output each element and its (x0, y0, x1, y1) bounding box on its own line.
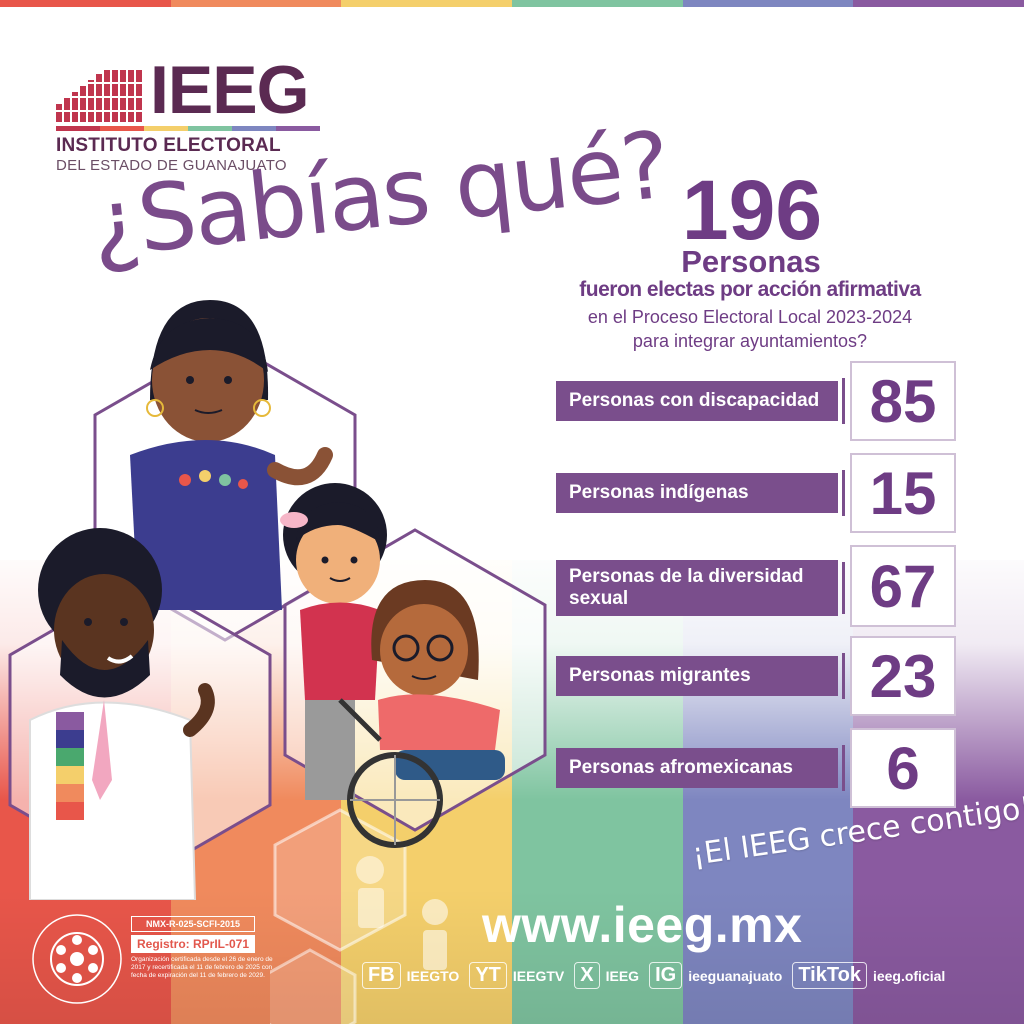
woman-with-braids (130, 300, 333, 610)
headline-line2: en el Proceso Electoral Local 2023-2024 (587, 307, 913, 327)
total-count: 196 (681, 163, 823, 257)
girl-with-bow (280, 483, 387, 800)
stat-value: 67 (850, 545, 956, 627)
stat-value: 6 (850, 728, 956, 808)
social-instagram[interactable]: IG ieeguanajuato (649, 962, 782, 989)
stat-value: 15 (850, 453, 956, 533)
logo-name-line1: INSTITUTO ELECTORAL (56, 135, 281, 156)
stat-value: 23 (850, 636, 956, 716)
top-color-stripe (0, 0, 1024, 7)
certification-seal-icon (32, 914, 122, 1004)
stat-divider (842, 745, 845, 791)
instagram-icon: IG (649, 962, 683, 989)
youtube-icon: YT (469, 962, 507, 989)
stat-label: Personas migrantes (556, 656, 838, 696)
stat-label: Personas afromexicanas (556, 748, 838, 788)
stat-divider (842, 378, 845, 424)
stat-divider (842, 653, 845, 699)
stat-divider (842, 470, 845, 516)
stat-divider (842, 562, 845, 614)
social-x[interactable]: X IEEG (574, 962, 639, 989)
logo-name-line2: DEL ESTADO DE GUANAJUATO (56, 157, 287, 174)
certification-text: Organización certificada desde el 26 de … (131, 956, 273, 980)
stat-value: 85 (850, 361, 956, 441)
social-handle: ieeguanajuato (688, 967, 783, 984)
stat-label: Personas indígenas (556, 473, 838, 513)
total-unit: Personas (681, 244, 821, 279)
x-icon: X (574, 962, 600, 989)
website-url[interactable]: www.ieeg.mx (482, 897, 803, 953)
social-youtube[interactable]: YT IEEGTV (469, 962, 564, 989)
facebook-icon: FB (362, 962, 401, 989)
decorative-hexagons (270, 808, 448, 1024)
stat-label: Personas con discapacidad (556, 381, 838, 421)
woman-in-wheelchair (338, 580, 505, 848)
footer-shade (0, 888, 1024, 1024)
tiktok-icon: TikTok (792, 962, 867, 989)
logo-people-icon (56, 70, 142, 122)
social-handle: IEEGTO (406, 967, 460, 984)
social-handle: IEEGTV (512, 967, 565, 984)
people-illustration (8, 300, 547, 900)
social-facebook[interactable]: FB IEEGTO (362, 962, 459, 989)
logo-acronym: IEEG (150, 52, 309, 128)
social-handle: ieeg.oficial (872, 967, 946, 984)
certification-info: NMX-R-025-SCFI-2015 Registro: RPrIL-071 … (131, 916, 273, 980)
social-handle: IEEG (605, 967, 640, 984)
certification-registry: Registro: RPrIL-071 (131, 935, 255, 953)
headline-line3: para integrar ayuntamientos? (632, 331, 868, 351)
man-with-beard (29, 528, 215, 900)
logo-color-line (56, 126, 320, 131)
social-tiktok[interactable]: TikTok ieeg.oficial (792, 962, 945, 989)
social-links: FB IEEGTO YT IEEGTV X IEEG IG ieeguanaju… (362, 962, 945, 989)
stat-label: Personas de la diversidad sexual (556, 560, 838, 616)
headline-line1: fueron electas por acción afirmativa (579, 278, 921, 301)
certification-code: NMX-R-025-SCFI-2015 (131, 916, 255, 932)
